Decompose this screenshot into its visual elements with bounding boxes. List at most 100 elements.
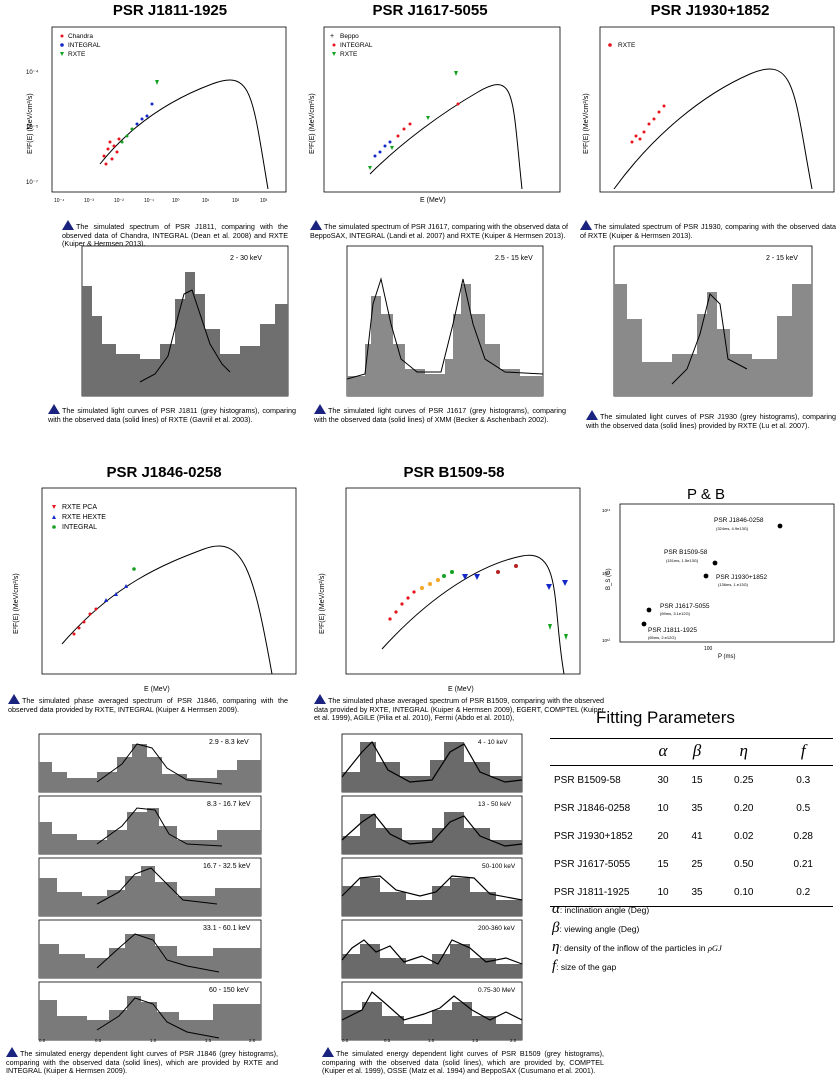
svg-text:1.0: 1.0 <box>428 1038 435 1042</box>
legend-j1811: Chandra INTEGRAL RXTE <box>60 33 101 58</box>
lightcurve-j1930: 2 - 15 keV <box>613 245 813 397</box>
caption-lc-b1509: The simulated energy dependent light cur… <box>322 1047 604 1076</box>
caption-lc-j1617: The simulated light curves of PSR J1617 … <box>314 404 566 424</box>
title-j1811: PSR J1811-1925 <box>112 2 228 19</box>
svg-text:4 - 10 keV: 4 - 10 keV <box>478 739 508 746</box>
svg-text:(151ms, 1.5e13G): (151ms, 1.5e13G) <box>666 558 699 563</box>
svg-text:100: 100 <box>704 646 713 652</box>
ytick-label: 10⁻⁴ <box>26 69 39 76</box>
svg-text:PSR J1811-1925: PSR J1811-1925 <box>648 627 697 634</box>
table-row: PSR B1509-58 30 15 0.25 0.3 <box>554 774 811 786</box>
param-legend: α: inclination angle (Deg) β: viewing an… <box>552 901 722 974</box>
svg-text:13 - 50 keV: 13 - 50 keV <box>478 801 512 808</box>
svg-text:0.5: 0.5 <box>384 1038 391 1042</box>
caption-spec-b1509: The simulated phase averaged spectrum of… <box>314 694 604 723</box>
svg-text:0.0: 0.0 <box>342 1038 349 1042</box>
lc-panel: 16.7 - 32.5 keV <box>38 857 262 917</box>
svg-text:B_S (G): B_S (G) <box>606 568 612 590</box>
svg-text:0.0: 0.0 <box>39 1038 46 1042</box>
svg-text:Beppo: Beppo <box>340 33 359 40</box>
fit-table: α β η f PSR B1509-58 30 15 0.25 0.3 PSR J184… <box>550 738 833 907</box>
svg-text:RXTE: RXTE <box>340 51 358 58</box>
svg-text:2.5 - 15 keV: 2.5 - 15 keV <box>495 255 533 262</box>
svg-text:PSR B1509-58: PSR B1509-58 <box>664 549 708 556</box>
caption-spec-j1617: The simulated spectrum of PSR J1617, com… <box>310 220 568 240</box>
svg-text:PSR J1930+1852: PSR J1930+1852 <box>716 574 768 581</box>
svg-text:10¹³: 10¹³ <box>602 571 611 576</box>
y-axis-label: E²F(E) (MeV/cm²/s) <box>309 93 316 154</box>
svg-text:10⁻⁵: 10⁻⁵ <box>26 124 39 131</box>
svg-text:2.0: 2.0 <box>249 1038 256 1042</box>
svg-text:10⁻⁴: 10⁻⁴ <box>54 198 64 204</box>
lc-panel: 33.1 - 60.1 keV <box>38 919 262 979</box>
svg-text:E²F(E) (MeV/cm²/s): E²F(E) (MeV/cm²/s) <box>319 573 326 634</box>
svg-text:1.5: 1.5 <box>472 1038 479 1042</box>
svg-text:200-360 keV: 200-360 keV <box>478 925 516 932</box>
pb-point <box>641 621 647 627</box>
spectrum-plot-j1930: E²F(E) (MeV/cm²/s) RXTE E (MeV) <box>583 26 835 193</box>
col-beta: β <box>692 741 702 760</box>
pb-point <box>703 573 709 579</box>
svg-text:10¹: 10¹ <box>202 198 210 204</box>
svg-text:RXTE: RXTE <box>68 51 86 58</box>
svg-text:P (ms): P (ms) <box>718 654 736 660</box>
caption-lc-j1846: The simulated energy dependent light cur… <box>6 1047 278 1076</box>
svg-text:(324ms, 4.9e13G): (324ms, 4.9e13G) <box>716 526 749 531</box>
lc-panel: 13 - 50 keV <box>341 795 523 855</box>
table-row: PSR J1930+1852 20 41 0.02 0.28 <box>554 830 813 842</box>
energy-label: 2 - 30 keV <box>230 255 262 262</box>
svg-text:16.7 - 32.5 keV: 16.7 - 32.5 keV <box>203 863 251 870</box>
lc-panel: 60 - 150 keV <box>38 981 262 1041</box>
svg-text:(136ms, 1.e13G): (136ms, 1.e13G) <box>718 582 749 587</box>
lc-panel: 2.9 - 8.3 keV <box>38 733 262 793</box>
svg-text:RXTE PCA: RXTE PCA <box>62 504 97 511</box>
pb-point <box>646 607 652 613</box>
legend-j1930: RXTE <box>618 42 636 49</box>
svg-text:10³: 10³ <box>260 198 268 204</box>
pb-plot: 10¹⁴ 10¹³ 10¹² B_S (G) 100 P (ms) PSR J1… <box>602 503 835 660</box>
x-axis-label: E (MeV) <box>420 197 446 204</box>
col-alpha: α <box>658 741 668 760</box>
svg-text:2.0: 2.0 <box>510 1038 517 1042</box>
legend-j1846: RXTE PCA RXTE HEXTE INTEGRAL <box>52 504 106 531</box>
lc-panel: 0.75-30 MeV <box>341 981 523 1041</box>
svg-text:1.0: 1.0 <box>150 1038 157 1042</box>
caption-lc-j1811: The simulated light curves of PSR J1811 … <box>48 404 296 424</box>
spectrum-plot-b1509: E²F(E) (MeV/cm²/s) E (MeV) <box>319 487 581 693</box>
svg-text:10⁻⁷: 10⁻⁷ <box>26 179 38 186</box>
lc-panel: 50-100 keV <box>341 857 523 917</box>
title-j1846: PSR J1846-0258 <box>106 464 222 481</box>
spectrum-plot-j1846: E²F(E) (MeV/cm²/s) RXTE PCA RXTE HEXTE I… <box>13 487 297 693</box>
col-eta: η <box>739 741 748 760</box>
svg-text:10⁻³: 10⁻³ <box>84 198 94 204</box>
svg-text:1.5: 1.5 <box>205 1038 212 1042</box>
table-row: PSR J1846-0258 10 35 0.20 0.5 <box>554 802 811 814</box>
svg-text:2 - 15 keV: 2 - 15 keV <box>766 255 798 262</box>
col-f: f <box>800 741 806 760</box>
svg-text:8.3 - 16.7 keV: 8.3 - 16.7 keV <box>207 801 251 808</box>
lc-panel: 8.3 - 16.7 keV <box>38 795 262 855</box>
svg-text:INTEGRAL: INTEGRAL <box>68 42 101 49</box>
fit-table-title: Fitting Parameters <box>596 708 735 727</box>
lightcurve-j1811: 2 - 30 keV <box>81 245 289 397</box>
svg-text:PSR J1846-0258: PSR J1846-0258 <box>714 517 764 524</box>
svg-text:10¹⁴: 10¹⁴ <box>602 508 611 513</box>
title-pb: P & B <box>686 486 726 503</box>
lightcurve-j1617: 2.5 - 15 keV <box>346 245 544 397</box>
svg-text:Chandra: Chandra <box>68 33 93 40</box>
svg-text:E (MeV): E (MeV) <box>144 686 170 693</box>
svg-text:(69ms, 3.1e12G): (69ms, 3.1e12G) <box>660 611 691 616</box>
svg-text:INTEGRAL: INTEGRAL <box>62 524 97 531</box>
svg-text:RXTE HEXTE: RXTE HEXTE <box>62 514 106 521</box>
caption-spec-j1930: The simulated spectrum of PSR J1930, com… <box>580 220 836 240</box>
spectrum-plot-j1617: E²F(E) (MeV/cm²/s) + Beppo INTEGRAL RXTE … <box>309 26 561 204</box>
title-b1509: PSR B1509-58 <box>403 464 505 481</box>
svg-text:PSR J1617-5055: PSR J1617-5055 <box>660 603 710 610</box>
svg-text:E²F(E) (MeV/cm²/s): E²F(E) (MeV/cm²/s) <box>13 573 20 634</box>
lc-panel: 200-360 keV <box>341 919 523 979</box>
pb-point <box>777 523 783 529</box>
svg-text:0.75-30 MeV: 0.75-30 MeV <box>478 987 516 994</box>
svg-text:60 - 150 keV: 60 - 150 keV <box>209 987 249 994</box>
caption-spec-j1811: The simulated spectrum of PSR J1811, com… <box>62 220 288 249</box>
lightcurve-stack-j1846: 2.9 - 8.3 keV 8.3 - 16.7 keV 16.7 - 32.5… <box>37 732 263 1047</box>
